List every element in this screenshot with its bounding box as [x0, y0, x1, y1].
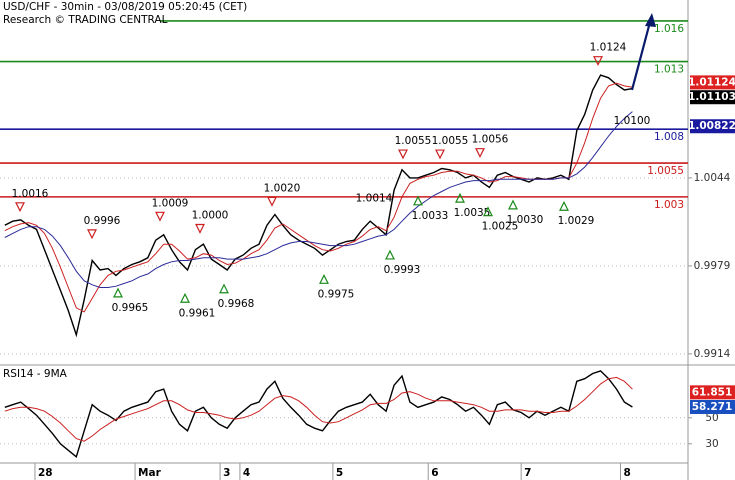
high-marker — [435, 149, 445, 160]
y-tick-label: 0.9979 — [694, 260, 731, 272]
level-note: 1.0100 — [614, 115, 651, 127]
value-box — [690, 90, 735, 105]
projection-arrow — [630, 21, 652, 91]
x-tick-label: 7 — [524, 467, 531, 479]
value-box-label: 58.271 — [692, 401, 733, 413]
chart-title: USD/CHF - 30min - 03/08/2019 05:20:45 (C… — [3, 1, 247, 13]
header-backdrop — [0, 0, 160, 27]
series-line — [4, 376, 633, 442]
low-marker — [219, 283, 229, 294]
low-label: 1.0030 — [507, 214, 544, 226]
high-label: 1.0124 — [590, 42, 627, 54]
low-label: 0.9965 — [112, 302, 149, 314]
high-label: 0.9996 — [84, 215, 121, 227]
high-label: 1.0000 — [192, 209, 229, 221]
chart-subtitle: Research © TRADING CENTRAL — [3, 14, 168, 26]
value-box — [690, 399, 735, 414]
low-marker — [113, 287, 123, 298]
high-marker — [593, 56, 603, 67]
level-note: 1.0014 — [356, 193, 393, 205]
low-label: 1.0029 — [558, 215, 595, 227]
x-tick-label: 28 — [38, 467, 53, 479]
high-label: 1.0020 — [264, 182, 301, 194]
y-tick-label: 50 — [705, 412, 718, 424]
low-marker — [180, 292, 190, 303]
low-marker — [483, 206, 493, 217]
arrow-head — [645, 13, 656, 27]
x-tick-label: 4 — [243, 467, 250, 479]
level-label: 1.008 — [654, 131, 684, 143]
high-label: 1.0055 — [432, 135, 469, 147]
high-label: 1.0055 — [395, 135, 432, 147]
y-tick-label: 0.9914 — [694, 348, 731, 360]
series-line — [4, 370, 633, 459]
low-marker — [455, 192, 465, 203]
level-label: 1.0055 — [647, 165, 684, 177]
x-tick-label: 5 — [336, 467, 343, 479]
high-marker — [267, 196, 277, 207]
value-box-label: 1.01103 — [688, 91, 735, 103]
low-label: 1.0035 — [454, 207, 491, 219]
level-label: 1.013 — [654, 64, 684, 76]
high-label: 1.0016 — [12, 188, 49, 200]
low-label: 0.9961 — [179, 307, 216, 319]
high-label: 1.0009 — [152, 197, 189, 209]
value-box-label: 1.00822 — [688, 120, 735, 132]
rsi-title: RSI14 - 9MA — [3, 368, 68, 380]
high-marker — [398, 149, 408, 160]
series-line — [4, 111, 633, 288]
high-marker — [87, 229, 97, 240]
low-marker — [385, 249, 395, 260]
low-label: 0.9968 — [218, 298, 255, 310]
x-tick-label: 8 — [623, 467, 630, 479]
low-marker — [508, 199, 518, 210]
x-tick-label: 3 — [223, 467, 230, 479]
value-box-label: 1.01124 — [688, 76, 735, 88]
low-label: 0.9993 — [384, 264, 421, 276]
x-tick-label: 6 — [431, 467, 438, 479]
high-marker — [475, 148, 485, 159]
low-marker — [413, 195, 423, 206]
level-label: 1.003 — [654, 199, 684, 211]
low-label: 1.0033 — [412, 210, 449, 222]
y-tick-label: 30 — [705, 438, 718, 450]
low-marker — [559, 200, 569, 211]
high-label: 1.0056 — [472, 134, 509, 146]
value-box-label: 61.851 — [692, 386, 733, 398]
value-box — [690, 75, 735, 90]
plot-area: 1.00440.99790.99141.0161.0131.0081.00551… — [0, 20, 735, 480]
series-line — [4, 74, 633, 338]
value-box — [690, 119, 735, 134]
y-tick-label: 1.0044 — [694, 172, 731, 184]
high-marker — [195, 223, 205, 234]
level-label: 1.016 — [654, 23, 684, 35]
low-marker — [319, 273, 329, 284]
x-tick-label: Mar — [138, 467, 162, 479]
high-marker — [155, 211, 165, 222]
value-box — [690, 385, 735, 400]
high-marker — [15, 202, 25, 213]
low-label: 1.0025 — [482, 221, 519, 233]
low-label: 0.9975 — [318, 288, 355, 300]
